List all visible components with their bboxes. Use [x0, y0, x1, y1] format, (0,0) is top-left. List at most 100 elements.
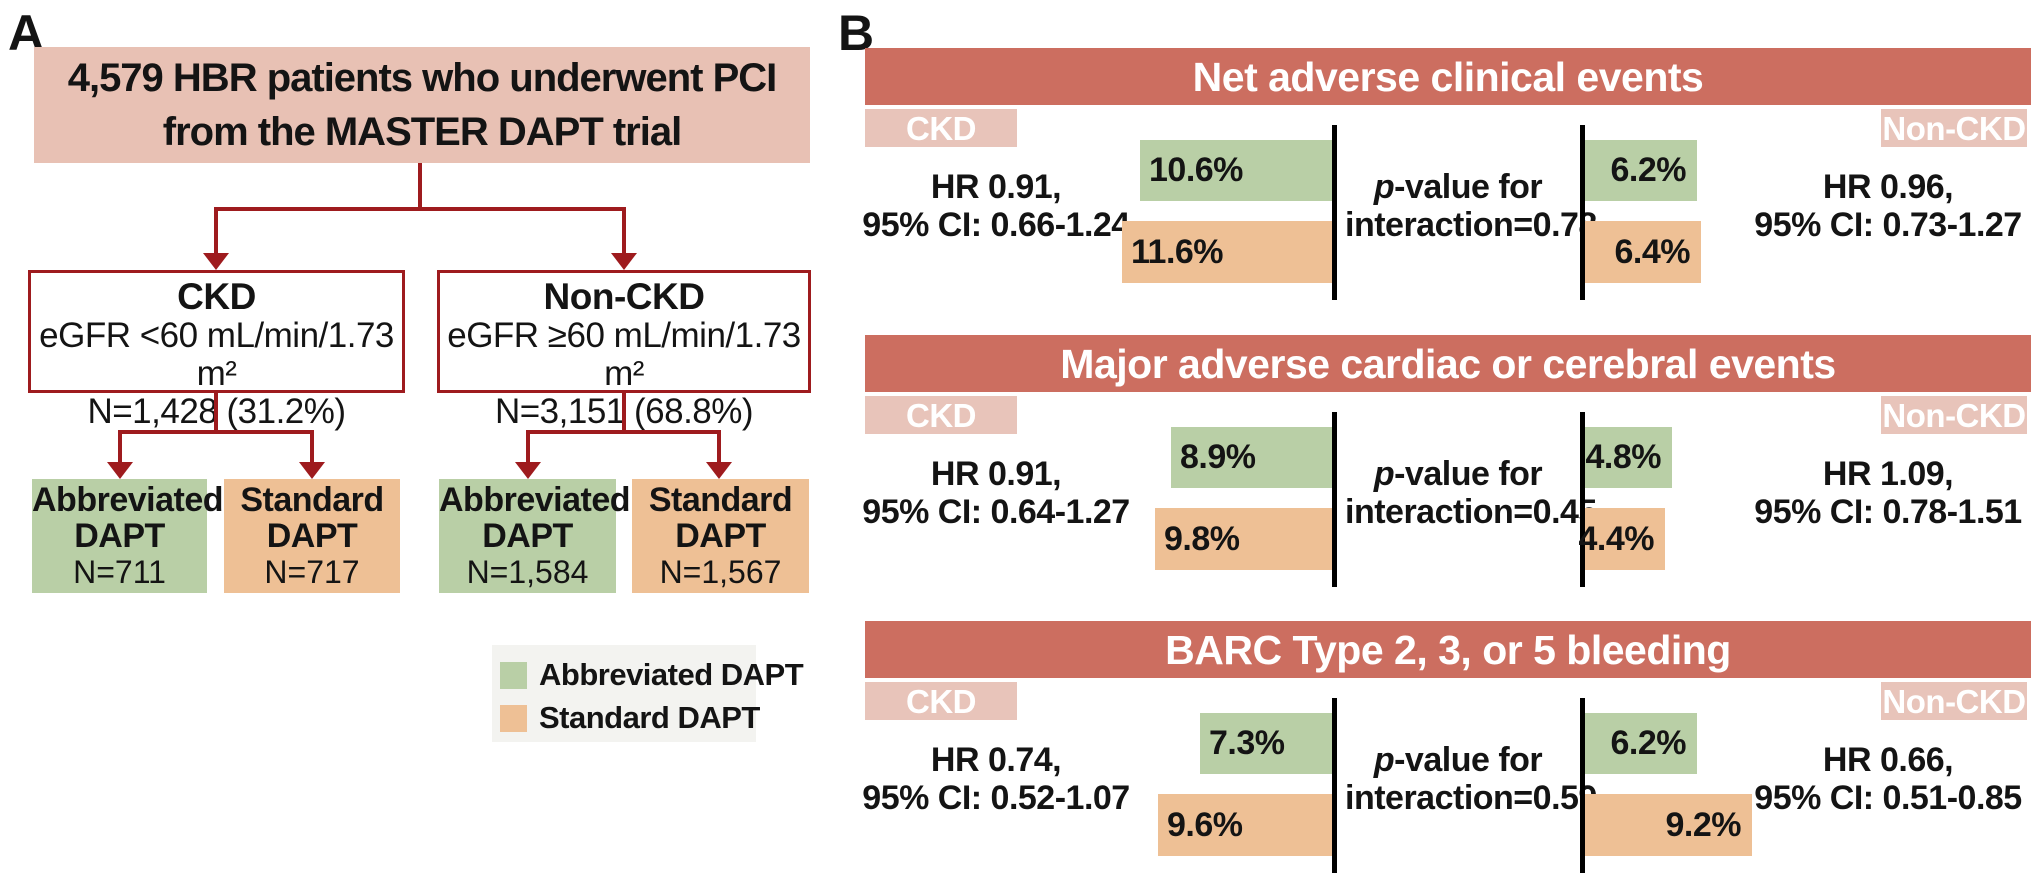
arm-line2: DAPT [266, 517, 358, 555]
arm-line2: DAPT [675, 517, 766, 555]
outcome-section-barc-bleeding: BARC Type 2, 3, or 5 bleeding CKD Non-CK… [0, 621, 2031, 878]
legend-label: Standard DAPT [539, 700, 760, 735]
bar-value-label: 7.3% [1209, 724, 1285, 762]
ckd-hr-text: HR 0.74, 95% CI: 0.52-1.07 [856, 741, 1136, 817]
non-ckd-abbreviated-bar: 4.8% [1585, 427, 1672, 488]
nonckd-group-box: Non-CKD eGFR ≥60 mL/min/1.73 m² N=3,151 … [437, 270, 811, 430]
bar-value-label: 4.8% [1585, 438, 1662, 476]
non-ckd-tag: Non-CKD [1881, 109, 2027, 147]
ckd-abbreviated-bar: 10.6% [1140, 140, 1332, 201]
p-line1: p-value for [1373, 455, 1543, 493]
p-interaction-text: p-value for interaction=0.59 [1345, 741, 1597, 817]
nonckd-group-name: Non-CKD [543, 276, 705, 317]
non-ckd-hr-text: HR 1.09, 95% CI: 0.78-1.51 [1748, 455, 2028, 531]
hr-line2: 95% CI: 0.64-1.27 [862, 493, 1130, 531]
bar-value-label: 10.6% [1149, 151, 1243, 189]
hr-line2: 95% CI: 0.78-1.51 [1754, 493, 2022, 531]
arm-n: N=1,584 [466, 554, 589, 590]
connector-nonckd-arm2-drop [717, 430, 721, 466]
bar-value-label: 11.6% [1131, 232, 1224, 271]
ckd-tag: CKD [865, 109, 1017, 147]
non-ckd-axis-line [1580, 125, 1585, 300]
trial-population-line1: 4,579 HBR patients who underwent PCI [67, 56, 778, 100]
arm-line1: Standard [240, 481, 384, 519]
p-line2: interaction=0.45 [1345, 493, 1597, 531]
non-ckd-tag: Non-CKD [1881, 396, 2027, 434]
bar-value-label: 9.2% [1665, 805, 1742, 844]
ckd-axis-line [1332, 412, 1337, 587]
legend-item-standard: Standard DAPT [500, 698, 760, 738]
ckd-axis-line [1332, 125, 1337, 300]
ckd-tag: CKD [865, 682, 1017, 720]
bar-value-label: 4.4% [1578, 519, 1655, 558]
arm-n: N=1,567 [659, 554, 782, 590]
arrow-down-icon [299, 462, 325, 479]
bar-value-label: 8.9% [1180, 438, 1256, 476]
bar-value-label: 9.6% [1167, 805, 1243, 844]
bar-value-label: 6.2% [1610, 724, 1687, 762]
arm-line1: Standard [648, 481, 793, 519]
hr-line2: 95% CI: 0.73-1.27 [1754, 206, 2022, 244]
p-line2: interaction=0.78 [1345, 206, 1597, 244]
arm-n: N=717 [264, 554, 360, 590]
connector-nonckd-arm1-drop [526, 430, 530, 466]
ckd-abbreviated-bar: 7.3% [1200, 713, 1332, 774]
hr-line1: HR 1.09, [1822, 455, 1954, 493]
connector-nonckd-split [526, 430, 721, 434]
hr-line1: HR 0.74, [930, 741, 1062, 779]
connector-title-stem [418, 163, 422, 209]
non-ckd-abbreviated-bar: 6.2% [1585, 140, 1697, 201]
outcome-section-macce: Major adverse cardiac or cerebral events… [0, 335, 2031, 593]
connector-ckd-split [118, 430, 314, 434]
arrow-down-icon [203, 253, 229, 270]
connector-ckd-arm1-drop [118, 430, 122, 466]
hr-line1: HR 0.66, [1822, 741, 1954, 779]
connector-ckd-drop [214, 207, 218, 255]
arm-line2: DAPT [74, 517, 165, 555]
ckd-abbreviated-dapt-box: Abbreviated DAPT N=711 [32, 479, 224, 593]
connector-ckd-stem [214, 393, 218, 434]
hr-line2: 95% CI: 0.51-0.85 [1754, 779, 2022, 817]
connector-nonckd-drop [622, 207, 626, 255]
section-header: BARC Type 2, 3, or 5 bleeding [865, 621, 2031, 678]
bar-value-label: 6.4% [1614, 232, 1691, 271]
nonckd-standard-dapt-box: Standard DAPT N=1,567 [632, 479, 809, 593]
legend: Abbreviated DAPT Standard DAPT [492, 645, 804, 742]
p-interaction-text: p-value for interaction=0.78 [1345, 168, 1597, 244]
ckd-abbreviated-bar: 8.9% [1171, 427, 1332, 488]
nonckd-abbreviated-dapt-box: Abbreviated DAPT N=1,584 [439, 479, 631, 593]
ckd-standard-bar: 11.6% [1122, 221, 1332, 283]
arrow-down-icon [706, 462, 732, 479]
abbreviated-dapt-swatch-icon [500, 661, 527, 689]
bar-value-label: 6.2% [1610, 151, 1687, 189]
hr-line1: HR 0.91, [930, 455, 1062, 493]
arm-line1: Abbreviated [32, 481, 224, 519]
p-line2: interaction=0.59 [1345, 779, 1597, 817]
arm-line2: DAPT [482, 517, 573, 555]
arrow-down-icon [107, 462, 133, 479]
standard-dapt-swatch-icon [500, 704, 527, 732]
outcome-section-nace: Net adverse clinical events CKD Non-CKD … [0, 48, 2031, 306]
trial-population-line2: from the MASTER DAPT trial [162, 110, 682, 154]
ckd-group-box: CKD eGFR <60 mL/min/1.73 m² N=1,428 (31.… [28, 270, 405, 430]
legend-label: Abbreviated DAPT [539, 657, 804, 692]
ckd-hr-text: HR 0.91, 95% CI: 0.64-1.27 [856, 455, 1136, 531]
non-ckd-axis-line [1580, 412, 1585, 587]
ckd-standard-bar: 9.8% [1155, 508, 1332, 570]
section-header: Major adverse cardiac or cerebral events [865, 335, 2031, 392]
arrow-down-icon [611, 253, 637, 270]
non-ckd-abbreviated-bar: 6.2% [1585, 713, 1697, 774]
non-ckd-axis-line [1580, 698, 1585, 873]
non-ckd-standard-bar: 9.2% [1585, 794, 1752, 856]
ckd-group-name: CKD [177, 276, 256, 317]
arm-n: N=711 [73, 554, 166, 590]
nonckd-group-criteria: eGFR ≥60 mL/min/1.73 m² [447, 316, 801, 393]
ckd-tag: CKD [865, 396, 1017, 434]
ckd-standard-dapt-box: Standard DAPT N=717 [224, 479, 400, 593]
legend-item-abbreviated: Abbreviated DAPT [500, 655, 804, 695]
non-ckd-tag: Non-CKD [1881, 682, 2027, 720]
non-ckd-hr-text: HR 0.96, 95% CI: 0.73-1.27 [1748, 168, 2028, 244]
hr-line2: 95% CI: 0.66-1.24 [862, 206, 1130, 244]
p-line1: p-value for [1373, 741, 1543, 779]
